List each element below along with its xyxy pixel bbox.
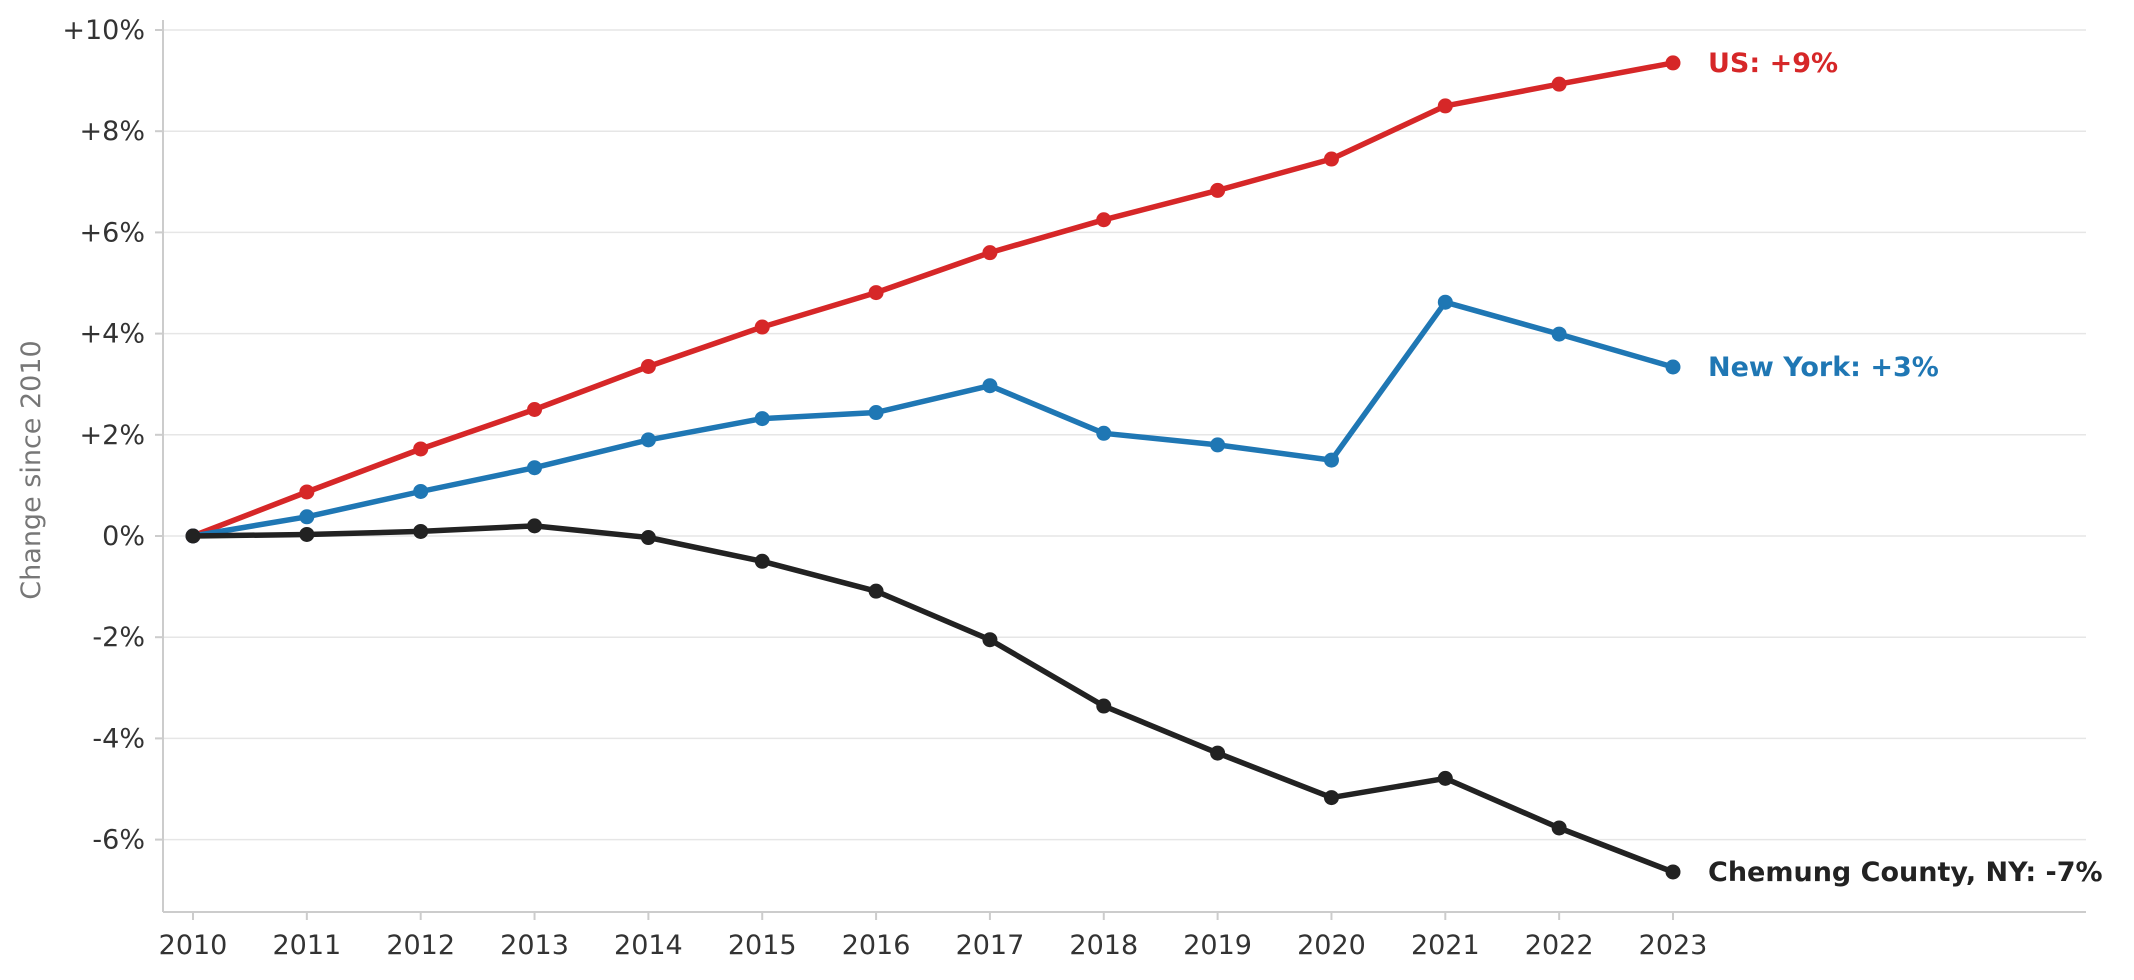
- y-axis-title: Change since 2010: [16, 340, 47, 599]
- y-tick-label: -2%: [92, 622, 145, 653]
- y-tick-label: -4%: [92, 723, 145, 754]
- data-point-new-york: [299, 509, 315, 525]
- data-point-chemung: [868, 583, 884, 599]
- data-point-new-york: [1437, 294, 1453, 310]
- x-tick-label: 2015: [728, 930, 797, 961]
- data-point-chemung: [299, 526, 315, 542]
- data-point-chemung: [413, 523, 429, 539]
- y-tick-label: +10%: [62, 15, 145, 46]
- x-tick-label: 2018: [1069, 930, 1138, 961]
- data-point-us: [1210, 182, 1226, 198]
- data-point-us: [1323, 151, 1339, 167]
- y-tick-label: -6%: [92, 825, 145, 856]
- data-point-us: [640, 358, 656, 374]
- y-axis-ticks: +10% +8% +6% +4% +2% 0% -2% -4% -6%: [62, 15, 163, 856]
- x-tick-label: 2010: [159, 930, 228, 961]
- data-point-us: [1437, 98, 1453, 114]
- x-tick-label: 2019: [1183, 930, 1252, 961]
- series-group: [185, 55, 1681, 880]
- data-point-new-york: [413, 483, 429, 499]
- data-point-new-york: [1096, 425, 1112, 441]
- x-tick-label: 2017: [956, 930, 1025, 961]
- series-us: [185, 55, 1681, 544]
- data-point-chemung: [1096, 698, 1112, 714]
- data-point-chemung: [640, 530, 656, 546]
- data-point-chemung: [754, 553, 770, 569]
- data-point-new-york: [1323, 452, 1339, 468]
- y-tick-label: +4%: [80, 319, 145, 350]
- x-axis-ticks: 2010 2011 2012 2013 2014 2015 2016 2017 2018 2019…: [159, 912, 1708, 961]
- data-point-new-york: [527, 460, 543, 476]
- end-label-chemung: Chemung County, NY: -7%: [1708, 857, 2103, 888]
- series-chemung: [185, 518, 1681, 880]
- data-point-us: [1551, 76, 1567, 92]
- data-point-chemung: [982, 632, 998, 648]
- data-point-new-york: [1665, 359, 1681, 375]
- data-point-us: [527, 402, 543, 417]
- x-tick-label: 2022: [1525, 930, 1594, 961]
- data-point-us: [1665, 55, 1681, 71]
- series-line-chemung: [190, 523, 1676, 875]
- data-point-chemung: [527, 518, 543, 534]
- data-point-new-york: [754, 411, 770, 427]
- data-point-new-york: [1551, 326, 1567, 342]
- data-point-new-york: [982, 378, 998, 394]
- data-point-chemung: [185, 528, 201, 544]
- data-point-us: [1096, 212, 1112, 228]
- x-tick-label: 2020: [1297, 930, 1366, 961]
- data-point-chemung: [1551, 820, 1567, 836]
- data-point-us: [868, 285, 884, 301]
- x-tick-label: 2011: [272, 930, 341, 961]
- data-point-us: [413, 441, 429, 457]
- x-tick-label: 2014: [614, 930, 683, 961]
- axes: [162, 20, 2086, 913]
- data-point-chemung: [1665, 864, 1681, 880]
- x-tick-label: 2016: [842, 930, 911, 961]
- end-label-us: US: +9%: [1708, 48, 1838, 79]
- data-point-chemung: [1437, 770, 1453, 786]
- series-line-us: [190, 60, 1676, 539]
- data-point-new-york: [640, 432, 656, 448]
- x-tick-label: 2021: [1411, 930, 1480, 961]
- data-point-us: [754, 319, 770, 335]
- x-tick-label: 2012: [386, 930, 455, 961]
- x-tick-label: 2023: [1639, 930, 1708, 961]
- data-point-us: [982, 245, 998, 261]
- y-tick-label: +2%: [80, 420, 145, 451]
- series-end-labels: US: +9% New York: +3% Chemung County, NY: …: [1708, 48, 2103, 888]
- series-new-york: [185, 294, 1681, 544]
- series-line-new-york: [190, 299, 1676, 539]
- y-tick-label: 0%: [102, 521, 145, 552]
- y-tick-label: +6%: [80, 217, 145, 248]
- data-point-chemung: [1210, 745, 1226, 761]
- data-point-us: [299, 484, 315, 500]
- x-tick-label: 2013: [500, 930, 569, 961]
- data-point-chemung: [1323, 790, 1339, 806]
- end-label-new-york: New York: +3%: [1708, 352, 1939, 383]
- data-point-new-york: [868, 405, 884, 421]
- y-tick-label: +8%: [80, 116, 145, 147]
- data-point-new-york: [1210, 437, 1226, 453]
